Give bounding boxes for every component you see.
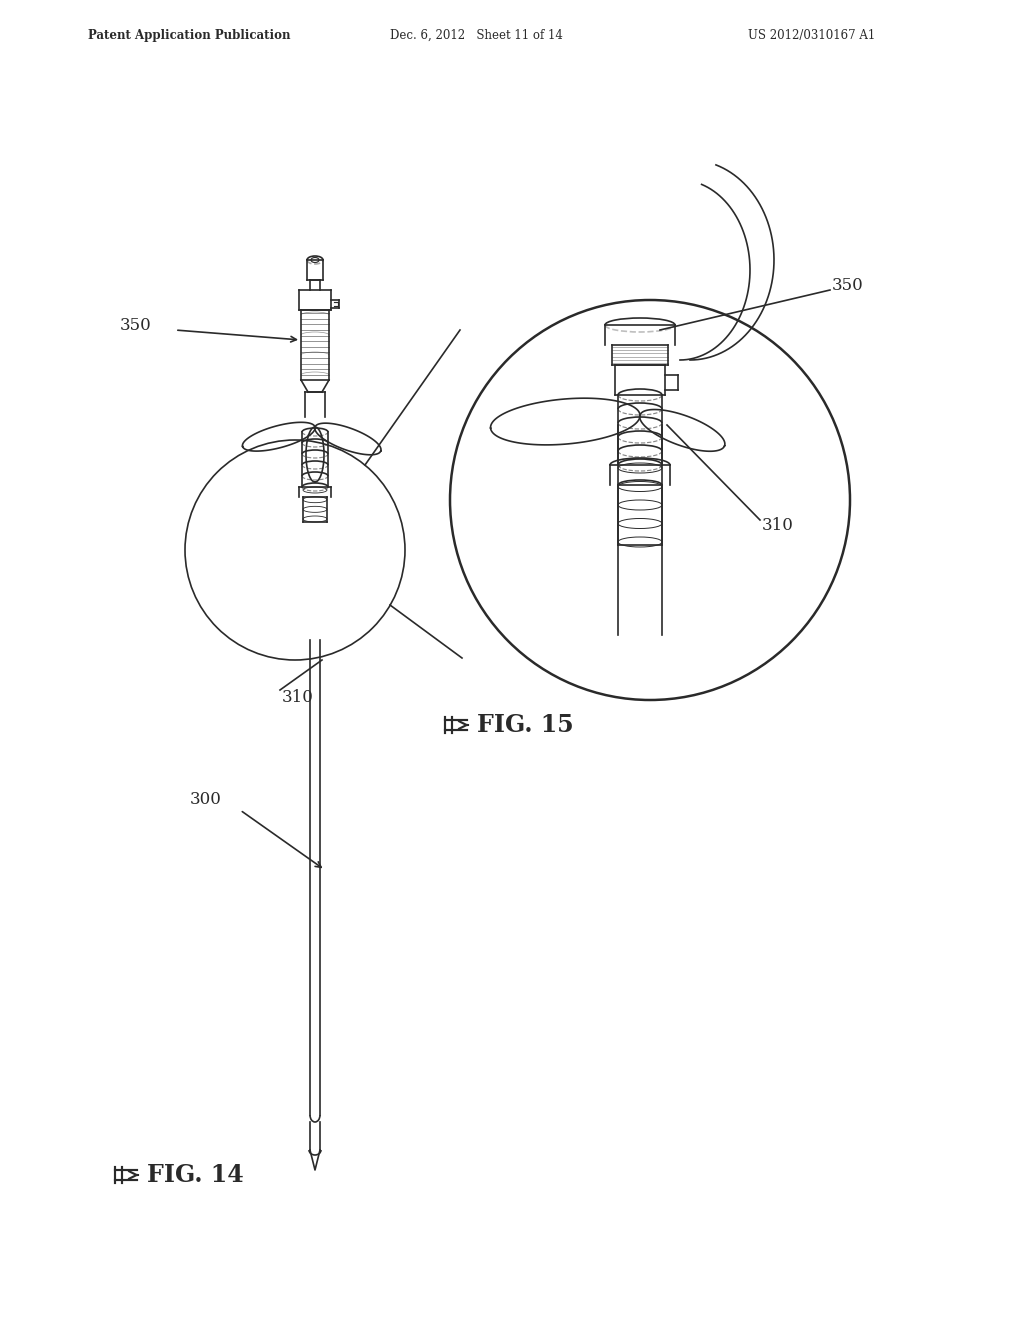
Text: 310: 310 (282, 689, 314, 705)
Text: FIG. 14: FIG. 14 (147, 1163, 244, 1187)
Text: 310: 310 (762, 517, 794, 535)
Text: 350: 350 (831, 277, 864, 294)
Text: Patent Application Publication: Patent Application Publication (88, 29, 291, 41)
Text: 350: 350 (120, 317, 152, 334)
Text: FIG. 15: FIG. 15 (477, 713, 573, 737)
Text: Dec. 6, 2012   Sheet 11 of 14: Dec. 6, 2012 Sheet 11 of 14 (390, 29, 563, 41)
Text: 300: 300 (190, 792, 222, 808)
Text: US 2012/0310167 A1: US 2012/0310167 A1 (748, 29, 876, 41)
